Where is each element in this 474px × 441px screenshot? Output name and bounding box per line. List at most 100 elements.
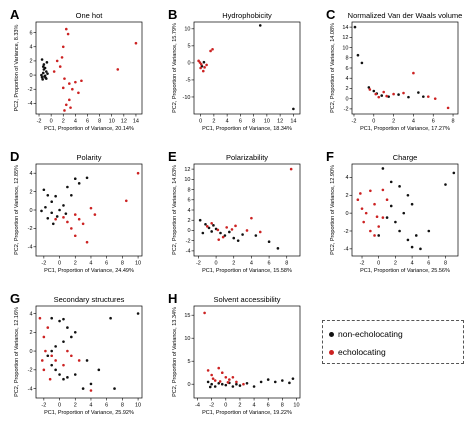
y-tick-label: 0 bbox=[187, 61, 190, 67]
point-non-echolocating bbox=[66, 376, 69, 379]
point-non-echolocating bbox=[85, 176, 89, 180]
point-echolocating bbox=[42, 368, 46, 372]
x-tick-label: 0 bbox=[58, 403, 61, 409]
panel-letter: F bbox=[326, 149, 334, 164]
x-axis-label: PC1, Proportion of Variance, 18.34% bbox=[202, 126, 292, 132]
point-non-echolocating bbox=[109, 316, 112, 320]
x-tick-label: 2 bbox=[394, 261, 397, 267]
point-non-echolocating bbox=[50, 363, 54, 367]
y-tick-label: -5 bbox=[186, 78, 191, 84]
y-tick-label: 6 bbox=[29, 30, 32, 36]
panel-letter: A bbox=[10, 7, 20, 22]
point-echolocating bbox=[205, 225, 209, 228]
x-axis-label: PC1, Proportion of Variance, 25.92% bbox=[44, 410, 134, 416]
x-tick-label: -2 bbox=[37, 119, 42, 125]
point-echolocating bbox=[218, 380, 222, 383]
point-echolocating bbox=[433, 97, 437, 100]
panel-letter: E bbox=[168, 149, 177, 164]
point-non-echolocating bbox=[85, 359, 89, 362]
point-echolocating bbox=[71, 87, 74, 91]
point-echolocating bbox=[373, 202, 376, 206]
panel-van-der-waals: C Normalized Van der Waals volume -2 0 2 4 6 8… bbox=[316, 8, 466, 148]
point-non-echolocating bbox=[58, 373, 61, 376]
point-echolocating bbox=[392, 92, 395, 96]
chart-title: Solvent accessibility bbox=[213, 295, 280, 304]
y-axis-label: PC2, Proportion of Variance, 15.79% bbox=[172, 23, 178, 113]
point-non-echolocating bbox=[228, 230, 231, 234]
chart-title: Charge bbox=[393, 153, 418, 162]
panel-polarity: D Polarity -2 0 2 4 6 8 10 -4 -2 0 2 4 PC1, Proportio… bbox=[0, 150, 150, 290]
point-non-echolocating bbox=[219, 231, 222, 235]
panel-charge: F Charge -2 0 2 4 6 8 -4 -2 0 2 4 PC1, Proportion of… bbox=[316, 150, 466, 290]
y-tick-label: 15 bbox=[184, 313, 190, 319]
point-echolocating bbox=[226, 381, 230, 384]
point-non-echolocating bbox=[402, 211, 406, 215]
point-non-echolocating bbox=[42, 68, 46, 71]
y-tick-label: 4 bbox=[29, 171, 32, 177]
y-tick-label: 10 bbox=[184, 27, 190, 33]
x-axis-label: PC1, Proportion of Variance, 17.27% bbox=[360, 126, 450, 132]
chart-title: One hot bbox=[76, 11, 104, 20]
point-non-echolocating bbox=[44, 205, 47, 209]
x-tick-label: 10 bbox=[109, 119, 115, 125]
point-echolocating bbox=[364, 211, 368, 215]
point-echolocating bbox=[70, 227, 73, 230]
panel-letter: H bbox=[168, 291, 178, 306]
y-tick-label: 8 bbox=[345, 56, 348, 62]
x-tick-label: 10 bbox=[264, 119, 270, 125]
point-non-echolocating bbox=[70, 335, 73, 339]
point-echolocating bbox=[44, 349, 47, 353]
point-non-echolocating bbox=[231, 385, 235, 388]
y-tick-label: 0 bbox=[345, 211, 348, 217]
point-non-echolocating bbox=[62, 317, 65, 321]
y-tick-label: 2 bbox=[29, 189, 32, 195]
point-non-echolocating bbox=[410, 245, 414, 249]
point-non-echolocating bbox=[259, 380, 263, 384]
point-echolocating bbox=[217, 238, 221, 241]
scatter-plot: Secondary structures-2 0 2 4 6 8 10-4-2024PC1,… bbox=[14, 295, 143, 416]
point-echolocating bbox=[85, 240, 89, 244]
point-non-echolocating bbox=[444, 183, 447, 186]
point-echolocating bbox=[385, 198, 389, 202]
point-non-echolocating bbox=[427, 229, 431, 233]
y-tick-label: -2 bbox=[186, 238, 191, 244]
x-tick-label: 4 bbox=[74, 119, 77, 125]
point-echolocating bbox=[198, 61, 202, 64]
x-tick-label: 2 bbox=[74, 403, 77, 409]
point-non-echolocating bbox=[40, 209, 43, 213]
point-echolocating bbox=[220, 371, 224, 374]
panel-letter: G bbox=[10, 291, 21, 306]
point-echolocating bbox=[38, 316, 42, 320]
point-non-echolocating bbox=[380, 94, 384, 97]
point-echolocating bbox=[412, 71, 415, 75]
legend-dot bbox=[329, 350, 334, 356]
y-tick-label: -4 bbox=[28, 101, 33, 107]
x-tick-label: 4 bbox=[89, 261, 92, 267]
x-tick-label: 6 bbox=[239, 119, 242, 125]
point-echolocating bbox=[89, 389, 93, 392]
point-echolocating bbox=[446, 106, 450, 110]
point-non-echolocating bbox=[387, 95, 390, 98]
point-echolocating bbox=[68, 98, 71, 102]
point-echolocating bbox=[242, 382, 245, 386]
point-non-echolocating bbox=[417, 91, 420, 94]
point-echolocating bbox=[63, 77, 66, 80]
y-tick-label: 12 bbox=[342, 35, 348, 41]
point-echolocating bbox=[66, 32, 70, 36]
y-tick-label: 8 bbox=[187, 187, 190, 193]
y-tick-label: 4 bbox=[187, 208, 190, 214]
panel-one-hot: A One hot -2 0 2 4 6 8 10 12 14 -4 -2 0 2 4 6 PC1, Propo… bbox=[0, 8, 150, 148]
point-echolocating bbox=[64, 27, 68, 31]
scatter-plot: Polarizability -2 0 2 4 6 8 -4 -2 0 2 4 6 8 10 12 PC1, P… bbox=[172, 153, 301, 274]
point-non-echolocating bbox=[46, 216, 50, 220]
y-axis-label: PC2, Proportion of Variance, 8.33% bbox=[14, 25, 20, 112]
point-echolocating bbox=[426, 95, 430, 98]
x-tick-label: 6 bbox=[267, 403, 270, 409]
point-echolocating bbox=[369, 189, 372, 193]
point-non-echolocating bbox=[54, 368, 57, 372]
point-echolocating bbox=[50, 354, 54, 358]
point-non-echolocating bbox=[42, 63, 46, 66]
point-echolocating bbox=[289, 167, 293, 171]
point-echolocating bbox=[61, 45, 65, 49]
point-non-echolocating bbox=[422, 95, 425, 98]
